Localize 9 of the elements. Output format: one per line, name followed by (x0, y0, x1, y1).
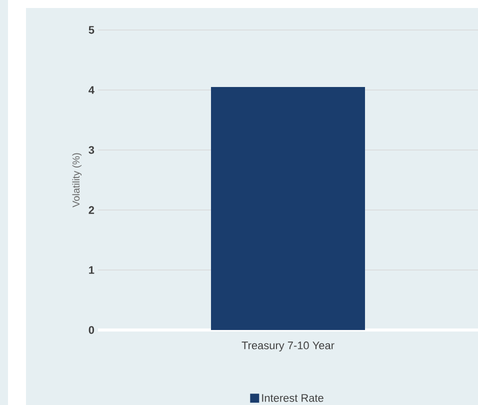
y-axis-title: Volatility (%) (72, 153, 82, 208)
y-tick-label: 1 (89, 266, 94, 274)
y-tick-label: 0 (88, 326, 94, 334)
y-tick-label: 4 (88, 86, 94, 94)
legend-label: Interest Rate (262, 394, 324, 402)
y-tick-label: 5 (88, 26, 94, 34)
y-tick-label: 2 (88, 206, 94, 214)
y-tick-label: 3 (88, 146, 94, 154)
x-tick-label: Treasury 7-10 Year (242, 342, 334, 352)
